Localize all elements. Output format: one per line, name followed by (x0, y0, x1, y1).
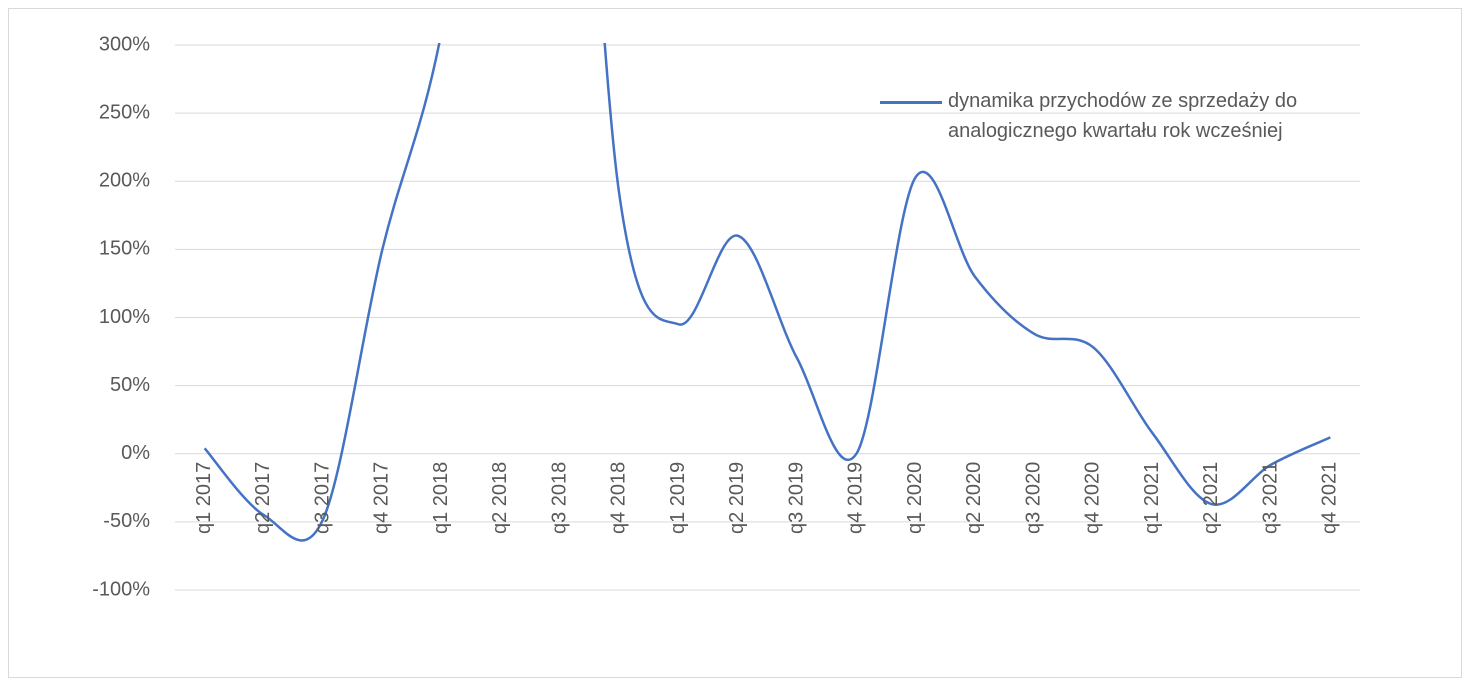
y-tick-label: -100% (92, 578, 150, 600)
grid (175, 44, 1360, 591)
x-tick-label: q3 2020 (1022, 462, 1044, 534)
x-tick-label: q3 2017 (311, 462, 333, 534)
x-tick-label: q1 2018 (430, 462, 452, 534)
x-tick-label: q4 2020 (1082, 462, 1104, 534)
chart-border (8, 8, 1462, 678)
x-tick-label: q1 2017 (193, 462, 215, 534)
x-tick-label: q2 2021 (1200, 462, 1222, 534)
y-tick-label: -50% (103, 510, 150, 532)
data-line (203, 43, 1331, 542)
y-tick-label: 50% (110, 374, 150, 396)
legend-label: dynamika przychodów ze sprzedaży do anal… (948, 90, 1298, 142)
x-tick-label: q1 2019 (667, 462, 689, 534)
y-tick-label: 150% (99, 238, 150, 260)
labels: -100% -50% 0% 50% 100% 150% 200% 250% 300% q1 201… (92, 33, 1340, 600)
x-tick-label: q4 2019 (845, 462, 867, 534)
x-tick-label: q3 2019 (785, 462, 807, 534)
x-tick-label: q4 2018 (608, 462, 630, 534)
plot-area (203, 43, 1331, 542)
legend: dynamika przychodów ze sprzedaży do anal… (880, 86, 1300, 146)
y-tick-label: 0% (121, 442, 150, 464)
y-tick-label: 300% (99, 33, 150, 55)
x-tick-label: q4 2021 (1319, 462, 1341, 534)
y-tick-label: 250% (99, 101, 150, 123)
x-tick-label: q3 2021 (1259, 462, 1281, 534)
x-tick-label: q1 2021 (1141, 462, 1163, 534)
x-tick-label: q1 2020 (904, 462, 926, 534)
x-tick-label: q4 2017 (371, 462, 393, 534)
x-tick-label: q3 2018 (548, 462, 570, 534)
legend-key (880, 101, 942, 104)
x-tick-label: q2 2019 (726, 462, 748, 534)
x-tick-label: q2 2020 (963, 462, 985, 534)
x-tick-label: q2 2018 (489, 462, 511, 534)
y-tick-label: 100% (99, 306, 150, 328)
y-tick-label: 200% (99, 170, 150, 192)
x-tick-label: q2 2017 (252, 462, 274, 534)
